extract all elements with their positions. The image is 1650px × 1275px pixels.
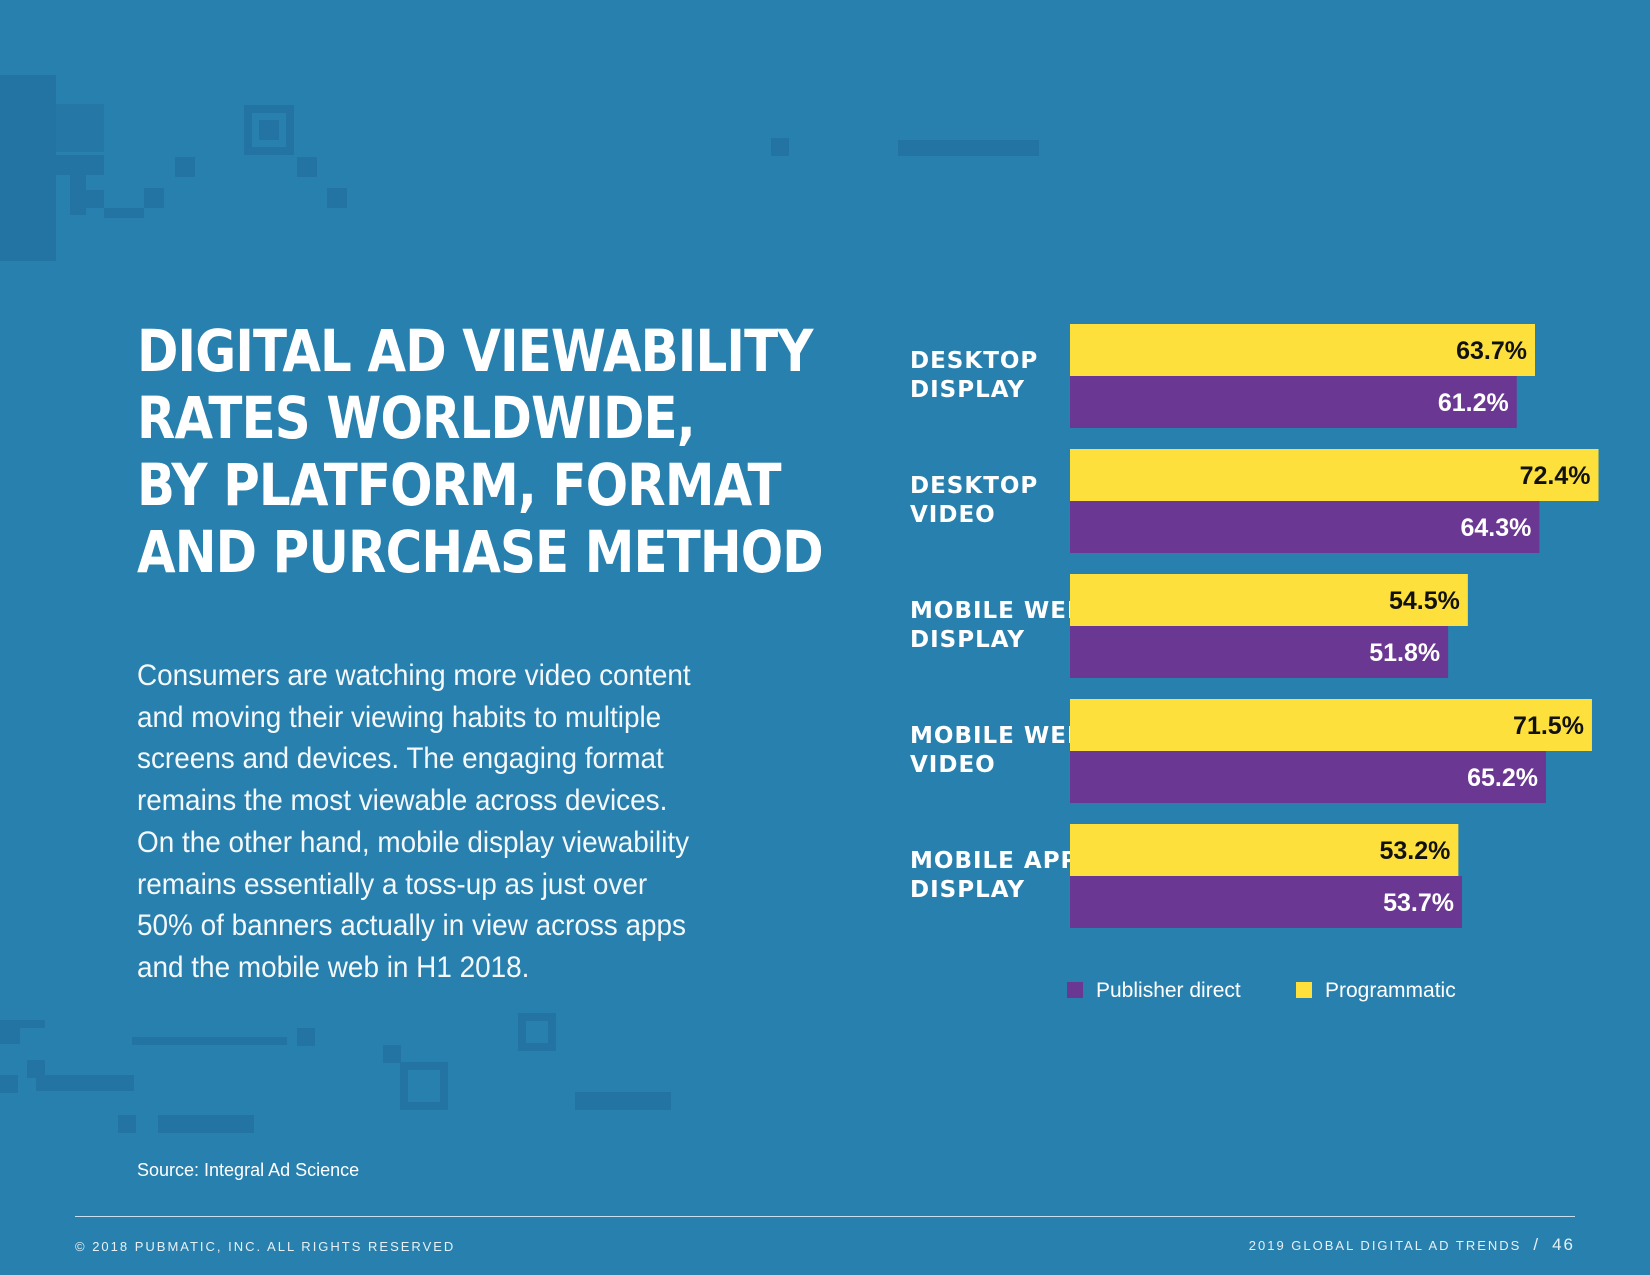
bar-programmatic — [1070, 574, 1468, 626]
data-label: 63.7% — [1456, 337, 1527, 365]
title-line: BY PLATFORM, FORMAT — [137, 451, 782, 519]
decorative-pixel-block — [259, 120, 279, 140]
body-line: Consumers are watching more video conten… — [137, 659, 691, 692]
body-line: 50% of banners actually in view across a… — [137, 909, 687, 943]
decorative-pixel-block — [0, 1075, 18, 1093]
category-label-line: MOBILE APP — [910, 848, 1078, 874]
data-label: 61.2% — [1438, 389, 1509, 417]
category-label-line: DISPLAY — [910, 627, 1025, 653]
category-label-line: VIDEO — [910, 502, 996, 528]
category-label-line: MOBILE WEB — [910, 723, 1086, 749]
footer-separator: / — [1533, 1235, 1541, 1254]
decorative-pixel-frame — [400, 1062, 448, 1110]
title-line: RATES WORLDWIDE, — [137, 384, 696, 452]
body-line: and the mobile web in H1 2018. — [137, 950, 530, 984]
body-line: and moving their viewing habits to multi… — [137, 700, 662, 734]
footer-report-title: 2019 GLOBAL DIGITAL AD TRENDS — [1248, 1238, 1522, 1253]
bar-publisher-direct — [1070, 876, 1463, 928]
data-label: 71.5% — [1513, 712, 1584, 740]
footer-divider — [75, 1216, 1575, 1217]
body-line: remains essentially a toss-up as just ov… — [137, 867, 648, 901]
body-line: remains the most viewable across devices… — [137, 784, 668, 818]
decorative-pixel-block — [175, 157, 195, 177]
decorative-pixel-block — [132, 1037, 287, 1045]
legend-swatch — [1296, 982, 1312, 998]
decorative-pixel-block — [327, 188, 347, 208]
decorative-pixel-block — [297, 1028, 315, 1046]
category-label-line: DISPLAY — [910, 877, 1025, 903]
source-note: Source: Integral Ad Science — [137, 1160, 360, 1180]
bar-publisher-direct — [1070, 751, 1546, 803]
category-label-line: MOBILE WEB — [910, 598, 1086, 624]
decorative-pixel-block — [27, 1060, 45, 1078]
category-label-line: DESKTOP — [910, 473, 1038, 499]
data-label: 64.3% — [1460, 514, 1531, 542]
decorative-pixel-block — [771, 138, 789, 156]
category-label: MOBILE WEB DISPLAY — [910, 598, 1086, 653]
data-label: 51.8% — [1369, 639, 1440, 667]
body-line: On the other hand, mobile display viewab… — [137, 825, 690, 859]
legend-label: Programmatic — [1325, 979, 1456, 1002]
category-label: MOBILE APP DISPLAY — [910, 848, 1078, 903]
decorative-pixel-frame — [518, 1013, 556, 1051]
body-line: screens and devices. The engaging format — [137, 742, 664, 776]
bar-publisher-direct — [1070, 626, 1449, 678]
footer-report-info: 2019 GLOBAL DIGITAL AD TRENDS / 46 — [1249, 1235, 1575, 1255]
decorative-pixel-block — [158, 1115, 254, 1133]
category-label: DESKTOP DISPLAY — [910, 348, 1038, 403]
bar-programmatic — [1070, 824, 1459, 876]
decorative-pixel-block — [144, 188, 164, 208]
data-label: 53.7% — [1383, 889, 1454, 917]
decorative-pixel-block — [86, 190, 104, 208]
legend-swatch — [1067, 982, 1083, 998]
decorative-pixel-block — [383, 1045, 401, 1063]
category-label-line: DESKTOP — [910, 348, 1038, 374]
data-label: 72.4% — [1520, 462, 1591, 490]
bar-programmatic — [1070, 449, 1599, 501]
legend-label: Publisher direct — [1096, 979, 1241, 1002]
category-label: MOBILE WEB VIDEO — [910, 723, 1086, 778]
decorative-pixel-block — [70, 175, 86, 215]
title-line: AND PURCHASE METHOD — [137, 518, 824, 586]
title-line: DIGITAL AD VIEWABILITY — [137, 317, 813, 385]
page-title: DIGITAL AD VIEWABILITY RATES WORLDWIDE, … — [137, 317, 824, 586]
decorative-pixel-block — [118, 1115, 136, 1133]
data-label: 53.2% — [1379, 837, 1450, 865]
decorative-pixel-block — [36, 1075, 134, 1091]
decorative-pixel-block — [898, 140, 1039, 156]
bar-publisher-direct — [1070, 501, 1540, 553]
page-number: 46 — [1552, 1235, 1575, 1254]
decorative-pixel-block — [56, 104, 104, 152]
category-label-line: VIDEO — [910, 752, 996, 778]
decorative-pixel-frame — [244, 105, 294, 155]
decorative-pixel-block — [0, 1028, 20, 1044]
decorative-pixel-block — [0, 75, 56, 261]
data-label: 65.2% — [1467, 764, 1538, 792]
bar-programmatic — [1070, 699, 1592, 751]
body-paragraph: Consumers are watching more video conten… — [137, 655, 732, 989]
bar-publisher-direct — [1070, 376, 1517, 428]
decorative-pixel-block — [575, 1092, 671, 1110]
category-label-line: DISPLAY — [910, 377, 1025, 403]
decorative-pixel-block — [297, 157, 317, 177]
decorative-pixel-block — [104, 208, 144, 218]
bar-programmatic — [1070, 324, 1536, 376]
data-label: 54.5% — [1389, 587, 1460, 615]
footer-copyright: © 2018 PUBMATIC, INC. ALL RIGHTS RESERVE… — [75, 1239, 456, 1254]
decorative-pixel-block — [0, 1020, 45, 1028]
category-label: DESKTOP VIDEO — [910, 473, 1038, 528]
decorative-pixel-block — [56, 155, 104, 175]
